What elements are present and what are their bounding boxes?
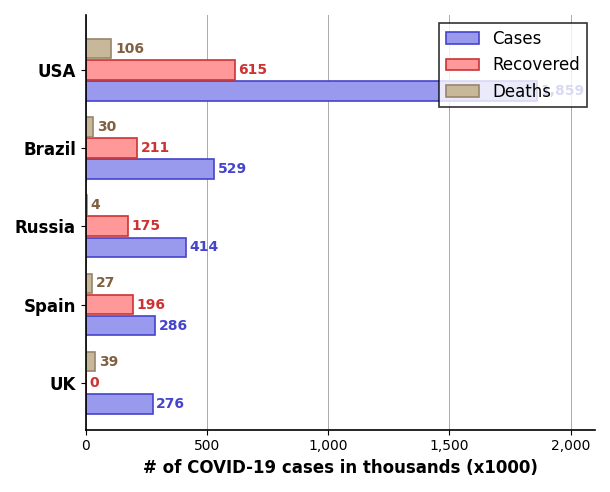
- Text: 27: 27: [96, 277, 115, 290]
- Text: 175: 175: [132, 219, 161, 233]
- Text: 529: 529: [218, 162, 247, 176]
- Text: 196: 196: [137, 298, 166, 311]
- Text: 414: 414: [190, 241, 219, 254]
- Text: 211: 211: [140, 141, 170, 155]
- Bar: [86, 352, 95, 371]
- Text: 4: 4: [90, 198, 100, 212]
- Bar: [86, 316, 155, 336]
- Bar: [86, 238, 186, 257]
- Text: 276: 276: [156, 397, 185, 411]
- Bar: [86, 295, 133, 314]
- Text: 615: 615: [239, 63, 268, 77]
- Text: 286: 286: [159, 319, 188, 333]
- Text: 30: 30: [96, 120, 116, 134]
- Bar: [86, 195, 87, 215]
- Text: 106: 106: [115, 42, 144, 56]
- Bar: [86, 138, 137, 158]
- Bar: [86, 81, 537, 101]
- Bar: [86, 39, 112, 59]
- Bar: [86, 216, 128, 236]
- Text: 0: 0: [89, 376, 99, 390]
- Bar: [86, 117, 93, 137]
- X-axis label: # of COVID-19 cases in thousands (x1000): # of COVID-19 cases in thousands (x1000): [143, 459, 538, 477]
- Bar: [86, 159, 214, 179]
- Bar: [86, 274, 92, 293]
- Bar: [86, 60, 235, 80]
- Legend: Cases, Recovered, Deaths: Cases, Recovered, Deaths: [439, 23, 587, 107]
- Bar: [86, 394, 152, 414]
- Text: 1,859: 1,859: [540, 84, 584, 98]
- Text: 39: 39: [99, 355, 118, 369]
